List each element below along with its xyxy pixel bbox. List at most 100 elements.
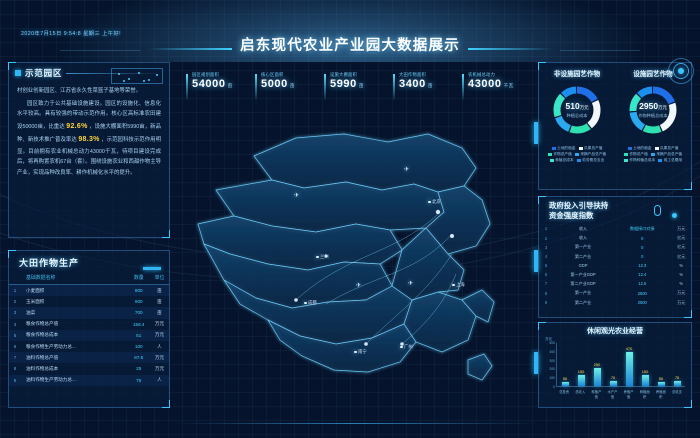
cell-unit: 万元 <box>677 290 686 296</box>
table-row[interactable]: 1 收入 数据接口对接 万元 <box>539 224 691 233</box>
x-tick: 养殖产值 <box>623 390 634 399</box>
cell-index: 3 <box>13 310 17 316</box>
panel-title-line-1: 政府投入引导扶持 <box>549 201 609 210</box>
stat-label: 设施大棚面积 <box>330 72 357 77</box>
map-marker[interactable]: 北京 <box>428 199 441 205</box>
table-row[interactable]: 2 收入 0 亿元 <box>539 233 691 242</box>
table-row[interactable]: 8 第一产业 2500 万元 <box>539 289 691 298</box>
bar-column[interactable]: 50 <box>657 343 665 386</box>
bar-value: 250 <box>593 362 601 367</box>
donut-body: 2950万元 作物种植总成本 <box>625 82 681 143</box>
cell-name: 油料作物总成本 <box>26 365 59 371</box>
intro-text-2: 园区致力于公共基础设施建设。园区的设施化、信息化水平较高。具有较强的带动示范作用… <box>17 100 161 130</box>
bar-column[interactable]: 150 <box>641 343 649 386</box>
table-row[interactable]: 5 粮食作物总成本 51 万元 <box>9 329 169 341</box>
map-marker[interactable]: 广州 <box>400 344 413 350</box>
cell-unit: 亩 <box>157 309 162 315</box>
cell-name: 粮食作物生产劳动力总... <box>26 343 76 349</box>
map-marker[interactable]: 南宁 <box>354 349 367 355</box>
table-row[interactable]: 4 粮食作物总产值 158.4 万元 <box>9 319 169 330</box>
bar-column[interactable]: 470 <box>625 343 633 386</box>
donut-sublabel: 种植总成本 <box>566 113 588 118</box>
cell-index: 7 <box>13 355 17 361</box>
legend-swatch <box>623 153 628 156</box>
y-tick: 300 <box>549 358 555 363</box>
dot-icon <box>672 213 677 218</box>
table-row[interactable]: 8 油料作物总成本 25 万元 <box>9 363 169 374</box>
cell-unit: 万元 <box>154 332 165 338</box>
map-marker[interactable]: 上海 <box>452 282 465 288</box>
donut-title: 设施园艺作物 <box>633 71 673 78</box>
capsule-icon <box>654 205 661 216</box>
stat-card: 农机械总动力 43000 千瓦 <box>462 72 531 102</box>
cell-value: 0 <box>641 235 644 241</box>
intro-text-3: ，设施大棚面积5990亩，新品种、新技术推广普及率达 <box>17 123 162 144</box>
legend-item: 采摘产品总产值 <box>650 152 682 157</box>
table-row[interactable]: 7 油料作物总产值 87.5 万元 <box>9 352 169 364</box>
stat-value: 3400 亩 <box>399 78 434 90</box>
intro-highlight-2: 98.3% <box>78 136 100 144</box>
panel-title: 示范园区 <box>25 68 63 78</box>
cell-value: 0 <box>641 244 644 250</box>
cell-value: 12.4 <box>638 272 647 278</box>
page-title-wrap: 启东现代农业产业园大数据展示 <box>0 34 700 55</box>
stat-card: 大田作物面积 3400 亩 <box>393 72 462 102</box>
cell-name: 粮食作物总产值 <box>26 321 59 327</box>
marker-dot-icon <box>400 345 403 349</box>
map-svg <box>197 133 495 381</box>
bar-value: 75 <box>674 374 680 380</box>
table-row[interactable]: 9 第二产业 2500 万元 <box>539 298 691 307</box>
panel-side-tab <box>534 352 538 374</box>
plot-area: 50 150 250 70 470 150 50 75 <box>556 343 685 387</box>
cell-index: 1 <box>544 226 548 232</box>
table-row[interactable]: 9 油料作物生产劳动力总... 75 人 <box>9 374 169 386</box>
th-value: 数量 <box>127 271 150 285</box>
donut-legend: 土地的租金 瓜果总产值 作物总产值 采摘产品总产值 作物种植总成本 用工总费用 <box>616 146 690 163</box>
legend-item: 土地的租金 <box>551 146 576 151</box>
table-row[interactable]: 3 第一产业 0 亿元 <box>539 243 691 252</box>
table-row[interactable]: 5 GDP 12.3% <box>539 261 691 269</box>
marker-dot-icon <box>316 255 319 259</box>
bar-column[interactable]: 70 <box>609 343 617 386</box>
plane-icon: ✈ <box>356 283 362 289</box>
intro-paragraph: 村创业创新园区、江苏省永久性菜篮子基地等荣誉。 园区致力于公共基础设施建设。园区… <box>9 81 169 178</box>
table-row[interactable]: 4 第二产业 0 亿元 <box>539 252 691 261</box>
cell-index: 9 <box>13 377 17 383</box>
map-marker[interactable]: 成都 <box>304 300 317 306</box>
table-row[interactable]: 1 小麦面积 800 亩 <box>9 284 169 297</box>
bar-column[interactable]: 75 <box>673 343 681 386</box>
map-marker[interactable]: 兰州 <box>316 254 329 260</box>
donut-titles: 非设施园艺作物 设施园艺作物 <box>539 63 691 78</box>
table-row[interactable]: 6 粮食作物生产劳动力总... 100 人 <box>9 341 169 352</box>
cell-name: 油菜 <box>26 309 36 315</box>
legend-swatch <box>654 147 659 150</box>
panel-leisure-agriculture-chart: 休闲观光农业经营 万元 0 100 200 300 400 500 50 150 250 70 4… <box>538 322 692 408</box>
stats-strip: 园区规划面积 54000 亩核心区面积 5000 亩设施大棚面积 5990 亩大田作物面积 3… <box>186 72 531 102</box>
bar-column[interactable]: 250 <box>593 343 601 386</box>
table-row[interactable]: 6 第一产业GDP 12.4% <box>539 270 691 279</box>
cell-index: 8 <box>13 366 17 372</box>
header: 2020年7月15日 9:54:8 星期三 上午好! 启东现代农业产业园大数据展… <box>0 0 700 62</box>
legend-item: 用工总费用 <box>658 158 682 163</box>
china-map[interactable]: ✈ ✈ ✈ ✈ 北京 兰州 成都 上海 南宁 广州 <box>176 104 536 404</box>
table-row[interactable]: 3 油菜 700 亩 <box>9 307 169 319</box>
legend-item: 作物总产值 <box>623 152 648 157</box>
bar-column[interactable]: 150 <box>577 343 585 386</box>
cell-value: 75 <box>136 377 142 383</box>
cell-index: 1 <box>13 288 17 294</box>
bar <box>561 382 569 386</box>
cell-unit: 万元 <box>154 365 165 371</box>
cell-index: 8 <box>544 290 548 296</box>
cell-name: 第二产业 <box>574 299 592 305</box>
cell-value: 51 <box>136 332 142 338</box>
table-row[interactable]: 2 玉米面积 900 亩 <box>9 296 169 307</box>
x-tick: 种植产值 <box>591 390 602 399</box>
index-table: 1 收入 数据接口对接 万元 2 收入 0 亿元 3 第一产业 0 亿元 4 第二产业 0 亿元 5 GDP 12.… <box>539 224 691 307</box>
index-table-body: 1 收入 数据接口对接 万元 2 收入 0 亿元 3 第一产业 0 亿元 4 第二产业 0 亿元 5 GDP 12.… <box>539 224 691 307</box>
bar-column[interactable]: 50 <box>561 343 569 386</box>
bar-chart: 万元 0 100 200 300 400 500 50 150 250 70 470 150 50 75… <box>543 337 685 399</box>
panel-title-line-2: 资金强度指数 <box>549 210 594 220</box>
cell-unit: 人 <box>157 377 162 383</box>
crop-table-body: 1 小麦面积 800 亩 2 玉米面积 900 亩 3 油菜 700 亩 4 粮食作物总产值 158.4 万元… <box>9 284 169 386</box>
table-row[interactable]: 7 第二产业GDP 12.5% <box>539 279 691 288</box>
